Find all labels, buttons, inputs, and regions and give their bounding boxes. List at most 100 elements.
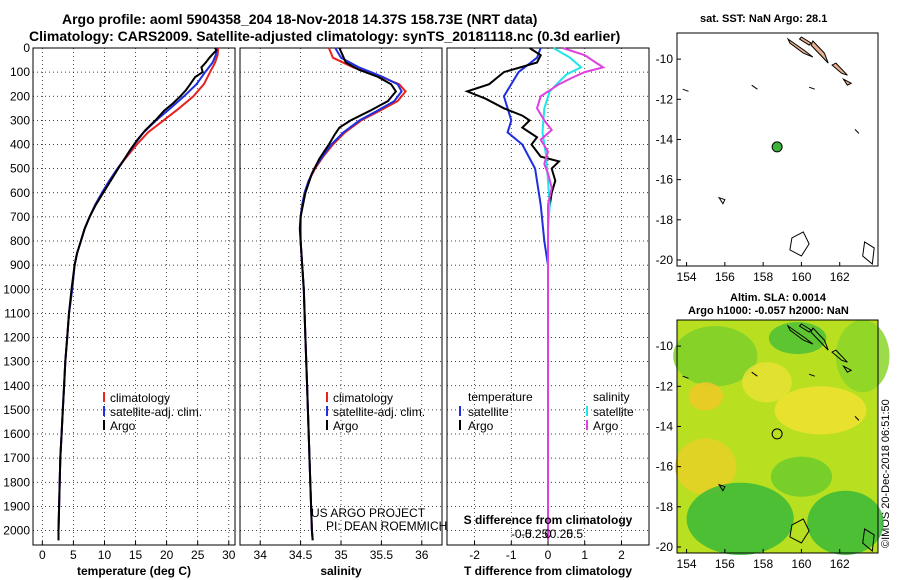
sla-patch — [688, 382, 723, 411]
island-outline — [842, 77, 853, 86]
pi-annotation: PI: DEAN ROEMMICH — [326, 519, 447, 533]
map-y-tick-label: -14 — [656, 132, 674, 146]
island-outline — [798, 36, 812, 46]
series-line-t-satellite — [502, 47, 549, 541]
x-tick-label: 30 — [222, 548, 236, 562]
map-y-tick-label: -12 — [656, 379, 674, 393]
map-y-tick-label: -16 — [656, 460, 674, 474]
island-outline — [798, 323, 812, 333]
x-tick-label: 20 — [160, 548, 174, 562]
panel-temperature: 0 5 10 15 20 25 30 temperature (deg C) 0 100 200 30… — [3, 41, 235, 578]
x-tick-label: 34 — [254, 548, 268, 562]
legend-sal-title: salinity — [593, 390, 630, 404]
depth-tick-label: 1700 — [3, 451, 30, 465]
top-tick-label: 0.25 — [550, 527, 574, 541]
depth-tick-label: 1500 — [3, 403, 30, 417]
map-x-tick-label: 162 — [830, 270, 850, 284]
map-x-tick-label: 154 — [677, 557, 697, 571]
x-tick-label: 1 — [581, 548, 588, 562]
depth-tick-label: 1400 — [3, 379, 30, 393]
legend-label: Argo — [593, 419, 619, 433]
map-y-tick-label: -12 — [656, 92, 674, 106]
depth-tick-label: 800 — [10, 234, 30, 248]
depth-tick-label: 1900 — [3, 499, 30, 513]
project-annotation: US ARGO PROJECT — [311, 506, 426, 520]
reef-outline — [682, 375, 689, 379]
legend-label: satellite — [468, 405, 509, 419]
reef-outline — [751, 84, 758, 90]
island-outline — [842, 364, 853, 373]
series-line-climatology — [57, 47, 220, 541]
map-x-tick-label: 158 — [753, 270, 773, 284]
x-tick-label: -2 — [469, 548, 480, 562]
depth-tick-label: 700 — [10, 210, 30, 224]
x-tick-label: 0 — [39, 548, 46, 562]
sla-patch — [675, 438, 737, 495]
map-y-tick-label: -20 — [656, 253, 674, 267]
map-sst_map: 154 156 158 160 162 -10 -12 -14 -16 -18 -20 — [656, 32, 879, 284]
map-x-tick-label: 154 — [677, 270, 697, 284]
map-y-tick-label: -18 — [656, 213, 674, 227]
panel-salinity: 34 34.5 35 35.5 36 salinity climatologysatelli… — [239, 47, 447, 578]
depth-tick-label: 0 — [23, 41, 30, 55]
legend-label: climatology — [333, 391, 393, 405]
legend-temp-title: temperature — [468, 390, 533, 404]
series-line-s-argo — [535, 47, 606, 541]
depth-tick-label: 100 — [10, 65, 30, 79]
map-sla_map: 154 156 158 160 162 -10 -12 -14 -16 -18 -20 — [656, 319, 890, 571]
x-tick-label: 35 — [334, 548, 348, 562]
float-marker — [771, 428, 783, 440]
reef-contour — [862, 241, 875, 265]
sst-map-title: sat. SST: NaN Argo: 28.1 — [700, 13, 828, 25]
legend-label: Argo — [468, 419, 494, 433]
top-tick-label: -0.5 — [511, 527, 532, 541]
sla-patch — [807, 490, 884, 556]
sla-patch — [742, 362, 792, 403]
legend-label: satellite — [593, 405, 634, 419]
x-tick-label: 25 — [191, 548, 205, 562]
legend-label: satellite-adj. clim. — [333, 405, 425, 419]
sla-patch — [774, 386, 867, 435]
x-tick-label: 5 — [70, 548, 77, 562]
map-x-tick-label: 162 — [830, 557, 850, 571]
x-tick-label: 0 — [545, 548, 552, 562]
map-y-tick-label: -14 — [656, 419, 674, 433]
x-tick-label: 10 — [98, 548, 112, 562]
map-x-tick-label: 160 — [791, 557, 811, 571]
reef-outline — [808, 86, 815, 90]
map-y-tick-label: -20 — [656, 540, 674, 554]
reef-contour — [789, 518, 810, 544]
reef-contour — [717, 196, 726, 205]
reef-contour — [717, 483, 726, 492]
figure-title-line-1: Argo profile: aoml 5904358_204 18-Nov-20… — [62, 11, 538, 27]
map-x-tick-label: 158 — [753, 557, 773, 571]
depth-tick-label: 1800 — [3, 475, 30, 489]
series-line-argo — [57, 47, 218, 541]
depth-tick-label: 1600 — [3, 427, 30, 441]
depth-tick-label: 900 — [10, 258, 30, 272]
legend-label: satellite-adj. clim. — [110, 405, 202, 419]
sla-map-title-1: Altim. SLA: 0.0014 — [730, 292, 826, 304]
series-line-satellite-adj-clim- — [57, 47, 218, 541]
legend-label: Argo — [333, 419, 359, 433]
island-outline — [810, 327, 829, 351]
x-tick-label: 36 — [415, 548, 429, 562]
top-tick-label: -0.25 — [521, 527, 549, 541]
map-x-tick-label: 156 — [715, 270, 735, 284]
depth-tick-label: 500 — [10, 162, 30, 176]
top-axis-label: S difference from climatology — [464, 513, 633, 527]
map-y-tick-label: -10 — [656, 339, 674, 353]
depth-tick-label: 400 — [10, 138, 30, 152]
x-axis-label: salinity — [320, 564, 362, 578]
sla-map-title-2: Argo h1000: -0.057 h2000: NaN — [688, 305, 849, 317]
reef-outline — [682, 88, 689, 92]
map-y-tick-label: -18 — [656, 500, 674, 514]
float-marker — [771, 141, 783, 153]
reef-outline — [854, 416, 860, 421]
x-tick-label: -1 — [506, 548, 517, 562]
depth-tick-label: 300 — [10, 113, 30, 127]
series-line-t-argo — [464, 47, 561, 541]
x-axis-label: T difference from climatology — [464, 564, 632, 578]
map-x-tick-label: 160 — [791, 270, 811, 284]
depth-tick-label: 1000 — [3, 282, 30, 296]
